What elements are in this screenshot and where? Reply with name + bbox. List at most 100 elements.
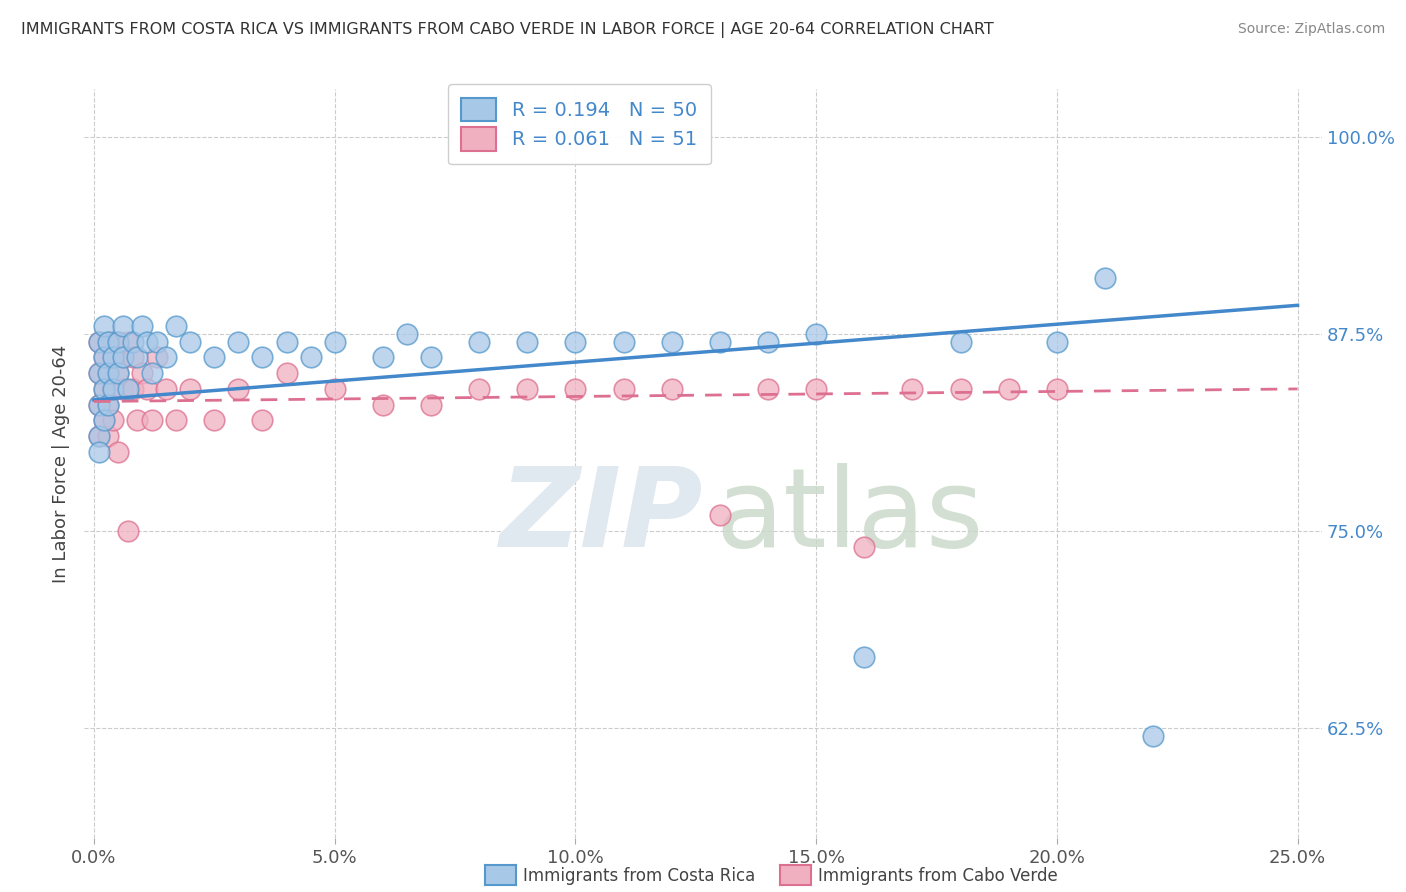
Point xyxy=(1046,334,1069,349)
Point xyxy=(111,382,134,396)
Point xyxy=(420,398,443,412)
Point xyxy=(93,351,115,365)
Point xyxy=(117,524,139,538)
Point xyxy=(111,318,134,333)
Point xyxy=(127,351,149,365)
Point xyxy=(468,334,491,349)
Point xyxy=(276,334,298,349)
Point xyxy=(756,382,779,396)
Point xyxy=(87,429,110,443)
Point xyxy=(87,398,110,412)
Point xyxy=(107,366,129,380)
Point xyxy=(949,334,972,349)
Point xyxy=(202,351,225,365)
Point xyxy=(516,382,538,396)
Point xyxy=(121,351,143,365)
Point xyxy=(87,334,110,349)
Point xyxy=(87,445,110,459)
Point xyxy=(252,351,274,365)
Point xyxy=(165,413,187,427)
Point xyxy=(661,334,683,349)
Text: IMMIGRANTS FROM COSTA RICA VS IMMIGRANTS FROM CABO VERDE IN LABOR FORCE | AGE 20: IMMIGRANTS FROM COSTA RICA VS IMMIGRANTS… xyxy=(21,22,994,38)
Point xyxy=(117,334,139,349)
Point xyxy=(901,382,924,396)
Point xyxy=(103,413,125,427)
Point xyxy=(87,398,110,412)
Point xyxy=(853,540,876,554)
Point xyxy=(155,351,177,365)
Point xyxy=(97,334,120,349)
Point xyxy=(97,366,120,380)
Point xyxy=(516,334,538,349)
Point xyxy=(949,382,972,396)
Point xyxy=(395,326,418,341)
Point xyxy=(93,382,115,396)
Text: Immigrants from Cabo Verde: Immigrants from Cabo Verde xyxy=(818,867,1059,885)
Point xyxy=(468,382,491,396)
Point xyxy=(93,318,115,333)
Point xyxy=(371,351,394,365)
Point xyxy=(997,382,1019,396)
Point xyxy=(97,398,120,412)
Point xyxy=(93,351,115,365)
Point xyxy=(155,382,177,396)
Text: ZIP: ZIP xyxy=(499,463,703,570)
Point xyxy=(131,366,153,380)
Point xyxy=(87,429,110,443)
Point xyxy=(179,382,201,396)
Point xyxy=(136,334,159,349)
Point xyxy=(117,382,139,396)
Point xyxy=(145,334,167,349)
Y-axis label: In Labor Force | Age 20-64: In Labor Force | Age 20-64 xyxy=(52,344,70,583)
Point xyxy=(564,334,586,349)
Point xyxy=(121,334,143,349)
Point xyxy=(228,382,250,396)
Point xyxy=(93,413,115,427)
Point xyxy=(111,351,134,365)
Point xyxy=(1094,271,1116,285)
Point xyxy=(323,382,346,396)
Point xyxy=(87,366,110,380)
Point xyxy=(804,382,827,396)
Point xyxy=(804,326,827,341)
Point xyxy=(103,382,125,396)
Point xyxy=(179,334,201,349)
Text: Immigrants from Costa Rica: Immigrants from Costa Rica xyxy=(523,867,755,885)
Point xyxy=(276,366,298,380)
Point xyxy=(127,413,149,427)
Point xyxy=(107,334,129,349)
Point xyxy=(371,398,394,412)
Point xyxy=(97,429,120,443)
Point xyxy=(93,413,115,427)
Point xyxy=(141,413,163,427)
Point xyxy=(121,382,143,396)
Point xyxy=(709,508,731,522)
Point xyxy=(103,351,125,365)
Point xyxy=(564,382,586,396)
Point xyxy=(1142,729,1164,743)
Legend: R = 0.194   N = 50, R = 0.061   N = 51: R = 0.194 N = 50, R = 0.061 N = 51 xyxy=(449,84,710,164)
Point xyxy=(613,382,636,396)
Point xyxy=(97,398,120,412)
Point xyxy=(107,366,129,380)
Point xyxy=(853,650,876,665)
Point xyxy=(103,351,125,365)
Point xyxy=(103,382,125,396)
Point xyxy=(420,351,443,365)
Point xyxy=(299,351,322,365)
Text: atlas: atlas xyxy=(716,463,984,570)
Point xyxy=(131,318,153,333)
Point xyxy=(756,334,779,349)
Point xyxy=(709,334,731,349)
Point xyxy=(613,334,636,349)
Point xyxy=(87,366,110,380)
Point xyxy=(145,351,167,365)
Point xyxy=(661,382,683,396)
Point xyxy=(136,382,159,396)
Point xyxy=(93,382,115,396)
Point xyxy=(107,445,129,459)
Point xyxy=(165,318,187,333)
Point xyxy=(141,366,163,380)
Point xyxy=(97,334,120,349)
Point xyxy=(323,334,346,349)
